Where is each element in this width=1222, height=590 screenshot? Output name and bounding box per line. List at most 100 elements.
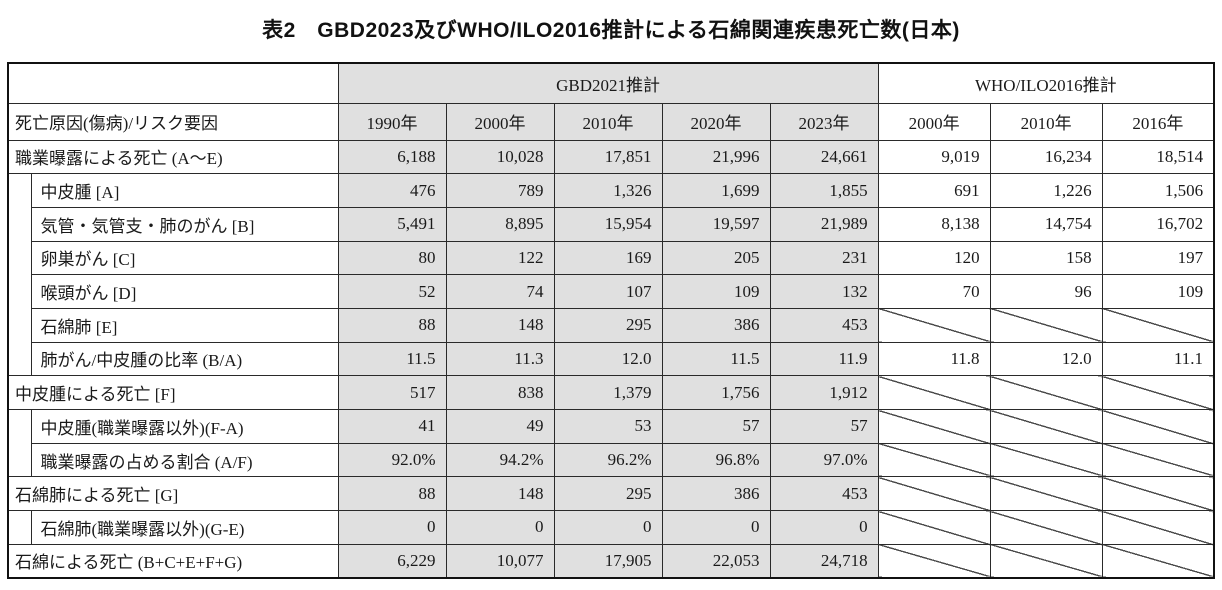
gbd-value-cell: 57	[661, 409, 771, 444]
gbd-value-cell: 231	[769, 240, 879, 276]
gbd-value-cell: 11.9	[769, 341, 879, 377]
who-value-cell: 158	[989, 240, 1103, 276]
gbd-value-cell: 838	[445, 375, 555, 410]
no-data-cell	[1101, 510, 1215, 545]
gbd-value-cell: 17,851	[553, 139, 663, 175]
row-label: 肺がん/中皮腫の比率 (B/A)	[30, 341, 339, 377]
gbd-year-header: 1990年	[337, 102, 447, 141]
no-data-cell	[1101, 409, 1215, 444]
who-value-cell: 16,702	[1101, 206, 1215, 242]
gbd-value-cell: 789	[445, 173, 555, 208]
gbd-value-cell: 169	[553, 240, 663, 276]
no-data-cell	[877, 409, 991, 444]
gbd-value-cell: 88	[337, 476, 447, 512]
row-label: 中皮腫による死亡 [F]	[7, 375, 339, 410]
gbd-value-cell: 88	[337, 307, 447, 343]
no-data-cell	[1101, 307, 1215, 343]
who-value-cell: 12.0	[989, 341, 1103, 377]
who-value-cell: 16,234	[989, 139, 1103, 175]
row-header-label: 死亡原因(傷病)/リスク要因	[7, 102, 339, 141]
gbd-value-cell: 476	[337, 173, 447, 208]
asbestos-deaths-table: GBD2021推計 WHO/ILO2016推計 死亡原因(傷病)/リスク要因 1…	[7, 62, 1216, 579]
gbd-value-cell: 94.2%	[445, 442, 555, 478]
gbd-value-cell: 0	[337, 510, 447, 545]
row-label: 職業曝露の占める割合 (A/F)	[30, 442, 339, 478]
row-label: 中皮腫 [A]	[30, 173, 339, 208]
gbd-value-cell: 386	[661, 476, 771, 512]
gbd-value-cell: 0	[445, 510, 555, 545]
who-value-cell: 120	[877, 240, 991, 276]
no-data-cell	[1101, 476, 1215, 512]
gbd-value-cell: 17,905	[553, 543, 663, 579]
table-row: 中皮腫(職業曝露以外)(F-A) 41 49 53 57 57	[7, 408, 1215, 478]
table-row: 石綿肺 [E] 88 148 295 386 453	[8, 307, 1215, 343]
gbd-value-cell: 295	[553, 307, 663, 343]
gbd-value-cell: 6,188	[337, 139, 447, 175]
no-data-cell	[1101, 543, 1215, 579]
indent-spacer	[7, 173, 32, 377]
no-data-cell	[1101, 375, 1215, 410]
gbd-value-cell: 0	[661, 510, 771, 545]
table-row: 中皮腫による死亡 [F] 517 838 1,379 1,756 1,912	[7, 375, 1215, 410]
who-year-header: 2010年	[989, 102, 1103, 141]
who-value-cell: 1,226	[989, 173, 1103, 208]
gbd-value-cell: 11.5	[661, 341, 771, 377]
gbd-value-cell: 8,895	[445, 206, 555, 242]
who-group-header: WHO/ILO2016推計	[877, 62, 1215, 104]
gbd-value-cell: 109	[661, 274, 771, 309]
gbd-value-cell: 1,855	[769, 173, 879, 208]
row-label: 中皮腫(職業曝露以外)(F-A)	[30, 409, 339, 444]
who-year-header: 2000年	[877, 102, 991, 141]
gbd-value-cell: 52	[337, 274, 447, 309]
who-value-cell: 14,754	[989, 206, 1103, 242]
no-data-cell	[877, 476, 991, 512]
gbd-value-cell: 96.8%	[661, 442, 771, 478]
gbd-year-header: 2010年	[553, 102, 663, 141]
no-data-cell	[989, 307, 1103, 343]
who-value-cell: 1,506	[1101, 173, 1215, 208]
who-value-cell: 9,019	[877, 139, 991, 175]
gbd-value-cell: 12.0	[553, 341, 663, 377]
header-year-row: 死亡原因(傷病)/リスク要因 1990年 2000年 2010年 2020年 2…	[7, 102, 1215, 141]
who-value-cell: 691	[877, 173, 991, 208]
gbd-value-cell: 41	[337, 409, 447, 444]
who-value-cell: 96	[989, 274, 1103, 309]
gbd-value-cell: 5,491	[337, 206, 447, 242]
table-title: 表2 GBD2023及びWHO/ILO2016推計による石綿関連疾患死亡数(日本…	[262, 19, 960, 42]
row-label: 石綿による死亡 (B+C+E+F+G)	[7, 543, 339, 579]
no-data-cell	[989, 409, 1103, 444]
gbd-value-cell: 295	[553, 476, 663, 512]
who-value-cell: 11.8	[877, 341, 991, 377]
gbd-value-cell: 1,326	[553, 173, 663, 208]
table-row: 職業曝露の占める割合 (A/F) 92.0% 94.2% 96.2% 96.8% 97.0…	[8, 442, 1215, 478]
header-group-row: GBD2021推計 WHO/ILO2016推計	[7, 62, 1215, 104]
gbd-value-cell: 205	[661, 240, 771, 276]
indent-spacer	[7, 510, 32, 545]
gbd-value-cell: 74	[445, 274, 555, 309]
gbd-year-header: 2023年	[769, 102, 879, 141]
table-row: 中皮腫 [A] 476 789 1,326 1,699 1,855 691 1,226 1,50…	[7, 173, 1215, 377]
table-row: 気管・気管支・肺のがん [B] 5,491 8,895 15,954 19,597 21,…	[8, 206, 1215, 242]
row-label: 石綿肺(職業曝露以外)(G-E)	[30, 510, 339, 545]
table-row: 石綿による死亡 (B+C+E+F+G) 6,229 10,077 17,905 22,0…	[7, 543, 1215, 579]
who-value-cell: 197	[1101, 240, 1215, 276]
gbd-value-cell: 24,661	[769, 139, 879, 175]
gbd-value-cell: 21,996	[661, 139, 771, 175]
no-data-cell	[877, 307, 991, 343]
gbd-value-cell: 107	[553, 274, 663, 309]
who-value-cell: 70	[877, 274, 991, 309]
no-data-cell	[989, 375, 1103, 410]
who-value-cell: 18,514	[1101, 139, 1215, 175]
gbd-value-cell: 10,077	[445, 543, 555, 579]
gbd-value-cell: 1,379	[553, 375, 663, 410]
gbd-value-cell: 96.2%	[553, 442, 663, 478]
table-row: 石綿肺による死亡 [G] 88 148 295 386 453	[7, 476, 1215, 512]
gbd-value-cell: 1,912	[769, 375, 879, 410]
table-row: 職業曝露による死亡 (A〜E) 6,188 10,028 17,851 21,996 24…	[7, 139, 1215, 175]
gbd-value-cell: 80	[337, 240, 447, 276]
gbd-value-cell: 22,053	[661, 543, 771, 579]
table-body: 職業曝露による死亡 (A〜E) 6,188 10,028 17,851 21,996 24…	[7, 139, 1215, 579]
gbd-value-cell: 132	[769, 274, 879, 309]
no-data-cell	[877, 543, 991, 579]
